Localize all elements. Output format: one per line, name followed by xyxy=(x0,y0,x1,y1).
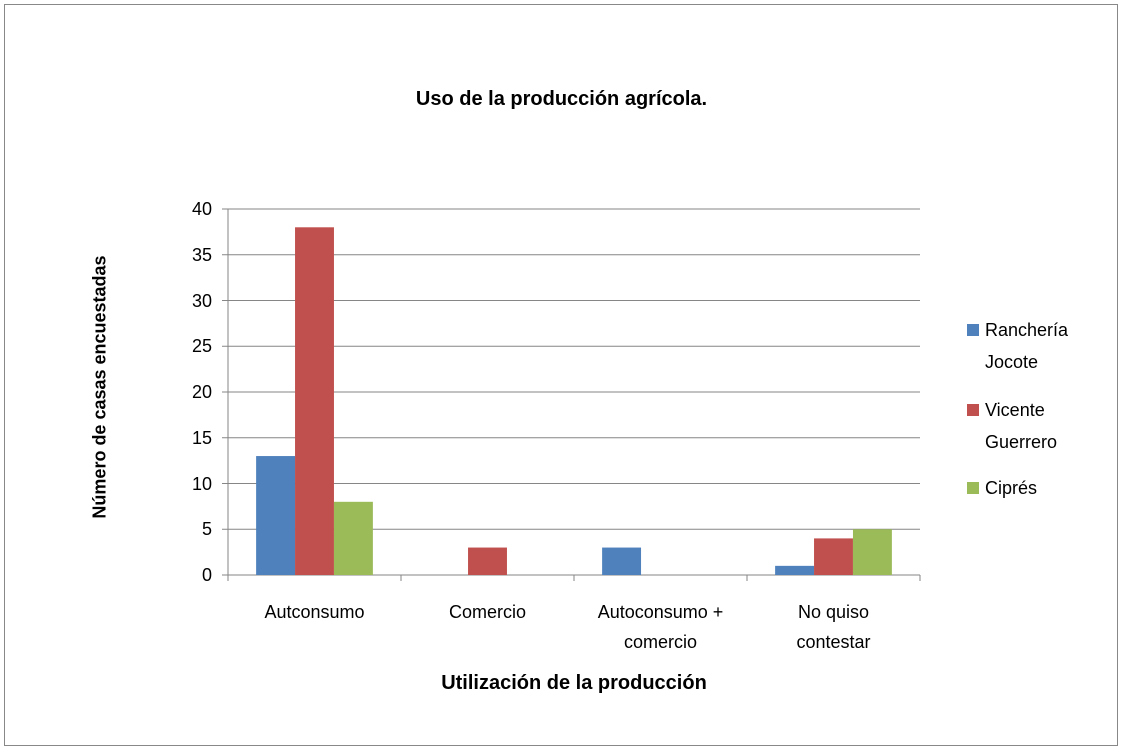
legend-swatch xyxy=(967,482,979,494)
legend-label: Ranchería Jocote xyxy=(985,320,1069,372)
y-tick-label: 20 xyxy=(191,382,212,402)
x-tick-label: Autoconsumo + comercio xyxy=(597,602,724,652)
bar xyxy=(295,227,334,576)
y-tick-label: 40 xyxy=(191,199,212,219)
y-tick-label: 25 xyxy=(191,336,212,357)
chart-border xyxy=(4,4,1118,746)
y-tick-label: 15 xyxy=(191,427,212,448)
bar xyxy=(814,538,853,575)
legend-label: Ciprés xyxy=(985,478,1038,498)
bar xyxy=(602,547,642,575)
bar xyxy=(333,501,373,575)
x-tick-label: No quiso contestar xyxy=(796,602,871,652)
bar xyxy=(468,547,507,575)
y-tick-label: 30 xyxy=(191,290,212,311)
y-tick-label: 10 xyxy=(191,473,212,494)
chart-title: Uso de la producción agrícola. xyxy=(415,88,708,110)
bar xyxy=(852,529,892,575)
x-tick-label: Autconsumo xyxy=(264,602,365,622)
x-tick-label: Comercio xyxy=(448,602,527,622)
legend-label: Vicente Guerrero xyxy=(985,400,1058,452)
y-axis-title: Número de casas encuestadas xyxy=(89,255,110,519)
x-axis-title: Utilización de la producción xyxy=(441,672,707,694)
y-tick-label: 0 xyxy=(201,565,212,585)
bar xyxy=(775,565,815,575)
y-tick-label: 35 xyxy=(191,244,212,265)
bar xyxy=(256,456,296,575)
legend-swatch xyxy=(967,404,979,416)
legend-swatch xyxy=(967,324,979,336)
y-tick-label: 5 xyxy=(201,519,212,540)
